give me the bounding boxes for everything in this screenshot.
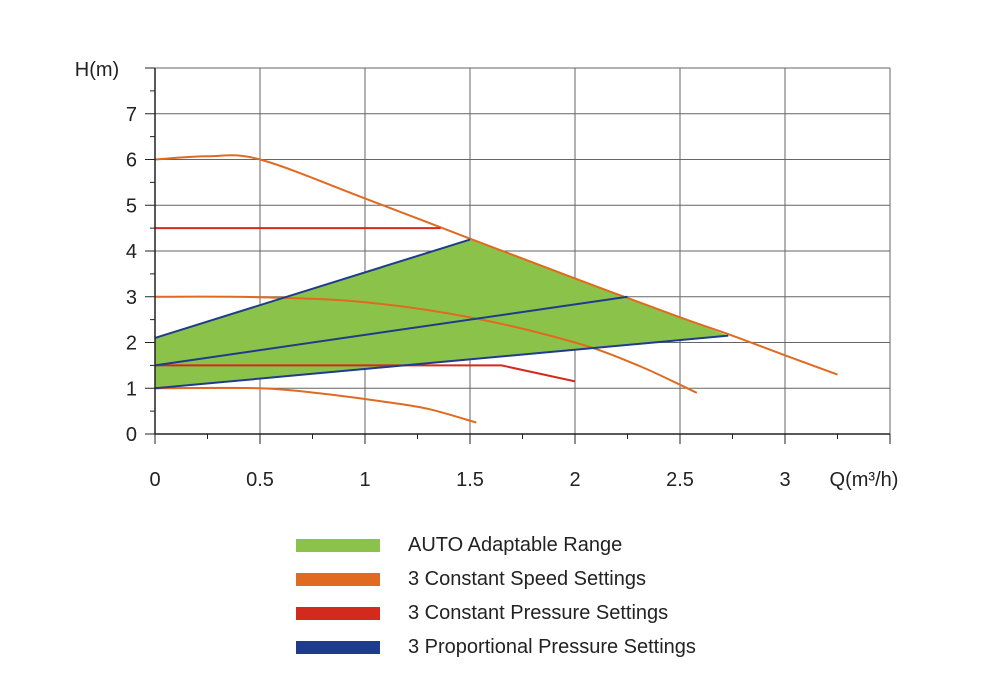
y-tick-label: 6 [126, 150, 137, 172]
axes [145, 67, 891, 444]
grid [155, 67, 891, 434]
legend-swatch [296, 640, 380, 654]
x-axis-title: Q(m³/h) [830, 469, 899, 491]
legend-item-proportional-pressure: 3 Proportional Pressure Settings [296, 630, 696, 664]
x-tick-label: 2.5 [666, 469, 694, 491]
series-lines [154, 154, 838, 424]
x-tick-label: 2 [569, 469, 580, 491]
legend-label: 3 Constant Pressure Settings [408, 601, 669, 624]
x-tick-label: 3 [779, 469, 790, 491]
x-tick-label: 0 [149, 469, 160, 491]
legend-label: AUTO Adaptable Range [408, 533, 623, 556]
legend-swatch [296, 538, 380, 552]
legend-item-constant-pressure: 3 Constant Pressure Settings [296, 596, 696, 630]
y-tick-label: 2 [126, 333, 137, 355]
y-tick-label: 3 [126, 287, 137, 309]
y-tick-label: 1 [126, 378, 137, 400]
y-tick-label: 7 [126, 104, 137, 126]
legend-item-auto-range: AUTO Adaptable Range [296, 528, 696, 562]
legend: AUTO Adaptable Range 3 Constant Speed Se… [296, 528, 696, 664]
x-tick-label: 0.5 [246, 469, 274, 491]
x-tick-label: 1 [359, 469, 370, 491]
legend-swatch [296, 572, 380, 586]
legend-label: 3 Constant Speed Settings [408, 567, 646, 590]
auto-range-polygon [155, 239, 729, 389]
series-line-constant-speed [154, 386, 477, 424]
series-line-proportional-pressure [154, 238, 471, 339]
auto-range-area [155, 239, 729, 389]
x-tick-label: 1.5 [456, 469, 484, 491]
series-line-proportional-pressure [154, 295, 628, 367]
y-tick-label: 0 [126, 424, 137, 446]
legend-swatch [296, 606, 380, 620]
series-line-constant-speed [154, 154, 838, 376]
series-line-proportional-pressure [154, 334, 729, 390]
y-axis-title: H(m) [75, 59, 119, 81]
series-line-constant-pressure [155, 364, 576, 383]
tick-labels: 0 1 2 3 4 5 6 7 0 0.5 1 1.5 2 2.5 3 H(m) Q(m³/h) [75, 59, 899, 491]
y-tick-label: 5 [126, 195, 137, 217]
legend-item-constant-speed: 3 Constant Speed Settings [296, 562, 696, 596]
legend-label: 3 Proportional Pressure Settings [408, 635, 696, 658]
y-tick-label: 4 [126, 241, 137, 263]
series-line-constant-speed [154, 295, 698, 394]
